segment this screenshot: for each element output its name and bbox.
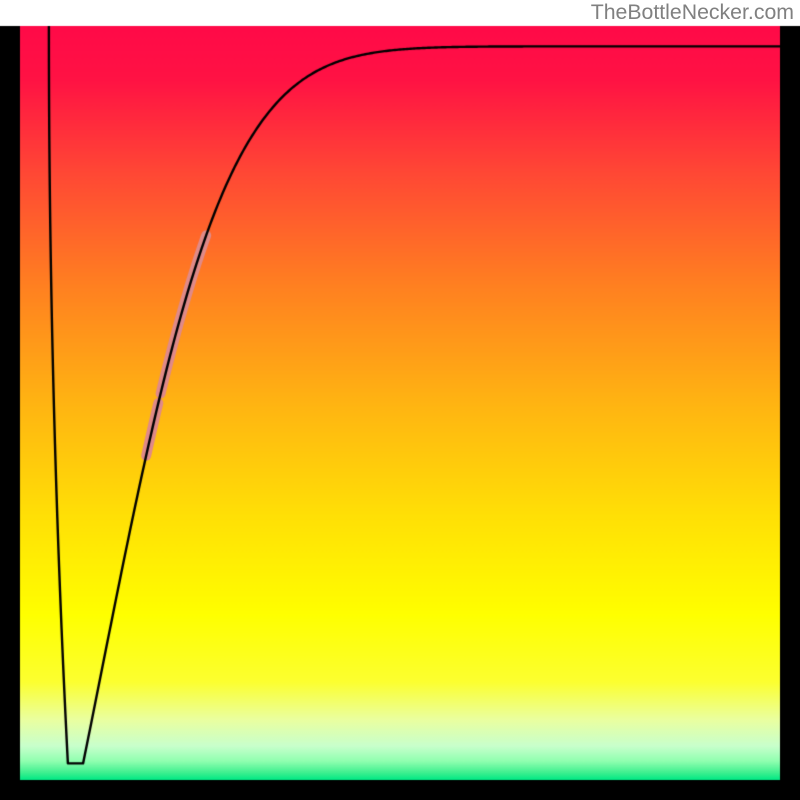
bottleneck-chart-figure: TheBottleNecker.com xyxy=(0,0,800,800)
watermark-text: TheBottleNecker.com xyxy=(591,0,794,25)
chart-canvas xyxy=(0,0,800,800)
